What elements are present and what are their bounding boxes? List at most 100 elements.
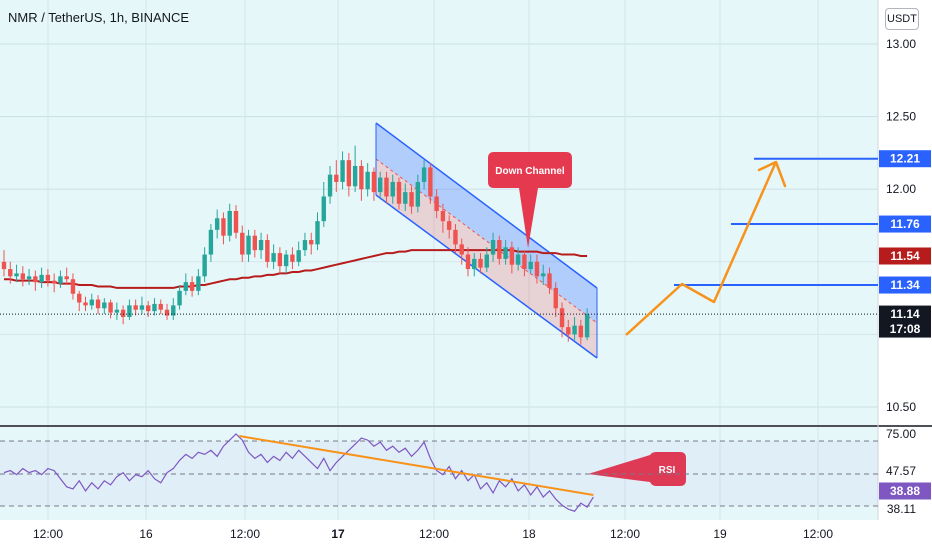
candle-body xyxy=(334,174,339,182)
candle-body xyxy=(340,160,345,182)
rsi-indicator xyxy=(0,433,878,512)
candle-body xyxy=(102,302,107,309)
candle-body xyxy=(534,261,540,277)
candle-body xyxy=(522,254,527,270)
candle-body xyxy=(208,229,214,255)
candle-body xyxy=(390,181,395,197)
candle-body xyxy=(64,276,69,280)
candle-body xyxy=(309,240,314,245)
rsi-tick-label: 75.00 xyxy=(886,427,916,441)
candle-body xyxy=(51,280,57,284)
time-tick-label: 12:00 xyxy=(33,527,63,541)
candle-body xyxy=(566,327,571,335)
candle-body xyxy=(541,273,546,277)
projection-line[interactable] xyxy=(625,163,777,336)
candle-body xyxy=(146,305,151,312)
candle-body xyxy=(315,221,320,245)
candle-body xyxy=(120,309,126,317)
candle-body xyxy=(446,221,452,230)
candle-body xyxy=(421,167,427,182)
candle-body xyxy=(472,258,477,270)
candle-body xyxy=(378,177,383,193)
candle-body xyxy=(453,229,458,245)
price-tag xyxy=(879,215,931,233)
candle-body xyxy=(296,250,301,262)
price-tag-label: 11.76 xyxy=(890,217,920,231)
candle-body xyxy=(227,210,232,236)
channel-mid-line xyxy=(375,158,598,324)
projection-path[interactable] xyxy=(625,160,787,336)
candle-body xyxy=(459,244,464,255)
candle-body xyxy=(290,254,295,262)
candle-body xyxy=(277,253,283,267)
candle-body xyxy=(283,254,289,267)
rsi-tick-label: 38.11 xyxy=(887,502,916,516)
candle-body xyxy=(365,171,370,190)
price-tick-label: 13.00 xyxy=(886,37,916,51)
candle-body xyxy=(196,276,201,291)
candle-body xyxy=(152,303,157,312)
candle-body xyxy=(409,192,414,207)
candle-body xyxy=(572,325,577,335)
candle-body xyxy=(359,165,364,190)
candle-body xyxy=(396,181,402,204)
candle-body xyxy=(240,232,245,255)
candle-body xyxy=(45,274,51,281)
time-tick-label: 18 xyxy=(522,527,536,541)
candle-body xyxy=(8,269,13,277)
moving-average xyxy=(4,249,588,289)
price-tick-label: 12.50 xyxy=(886,110,916,124)
candle-body xyxy=(70,279,76,294)
candle-body xyxy=(246,235,251,255)
candle-body xyxy=(258,240,264,251)
price-tick-label: 12.00 xyxy=(886,182,916,196)
candle-body xyxy=(465,254,471,270)
time-tick-label: 12:00 xyxy=(803,527,833,541)
time-tick-label: 12:00 xyxy=(610,527,640,541)
candle-body xyxy=(509,247,515,265)
channel-top-line[interactable] xyxy=(375,122,598,289)
candle-body xyxy=(384,177,389,197)
candle-body xyxy=(139,305,145,310)
time-tick-label: 12:00 xyxy=(230,527,260,541)
rsi-trendline[interactable] xyxy=(238,435,594,496)
callouts[interactable]: Down Channel RSI xyxy=(488,152,686,486)
price-tag-label: 11.34 xyxy=(890,278,920,292)
candle-body xyxy=(1,261,7,270)
horizontal-levels[interactable] xyxy=(0,157,878,315)
price-tag xyxy=(879,150,931,168)
currency-unit-button[interactable]: USDT xyxy=(885,8,919,30)
projection-arrowhead xyxy=(757,160,787,188)
rsi-callout-label: RSI xyxy=(659,465,676,476)
time-axis-background xyxy=(0,520,932,550)
price-tag xyxy=(879,276,931,294)
candle-body xyxy=(553,287,558,309)
candle-body xyxy=(515,254,521,265)
channel-bottom-line[interactable] xyxy=(375,194,598,359)
candle-body xyxy=(478,258,483,268)
rsi-callout[interactable] xyxy=(588,452,686,486)
candle-body xyxy=(584,314,590,338)
candles xyxy=(1,145,590,345)
time-tick-label: 12:00 xyxy=(419,527,449,541)
candle-body xyxy=(233,210,239,233)
candle-body xyxy=(39,274,44,283)
down-channel-label: Down Channel xyxy=(495,166,565,177)
candle-body xyxy=(327,174,333,197)
price-tag xyxy=(879,247,931,265)
down-channel-callout[interactable] xyxy=(488,152,572,248)
candle-body xyxy=(33,276,38,283)
candle-body xyxy=(214,218,220,230)
candle-body xyxy=(133,305,138,310)
candle-body xyxy=(440,210,446,222)
rsi-tick-label: 47.57 xyxy=(886,464,916,478)
price-tick-label: 10.50 xyxy=(886,400,916,414)
candle-body xyxy=(271,253,276,262)
candle-body xyxy=(559,308,565,328)
candle-body xyxy=(26,276,32,280)
candle-body xyxy=(528,261,533,270)
candle-body xyxy=(547,273,552,288)
candle-body xyxy=(189,282,195,291)
candle-body xyxy=(265,240,270,262)
